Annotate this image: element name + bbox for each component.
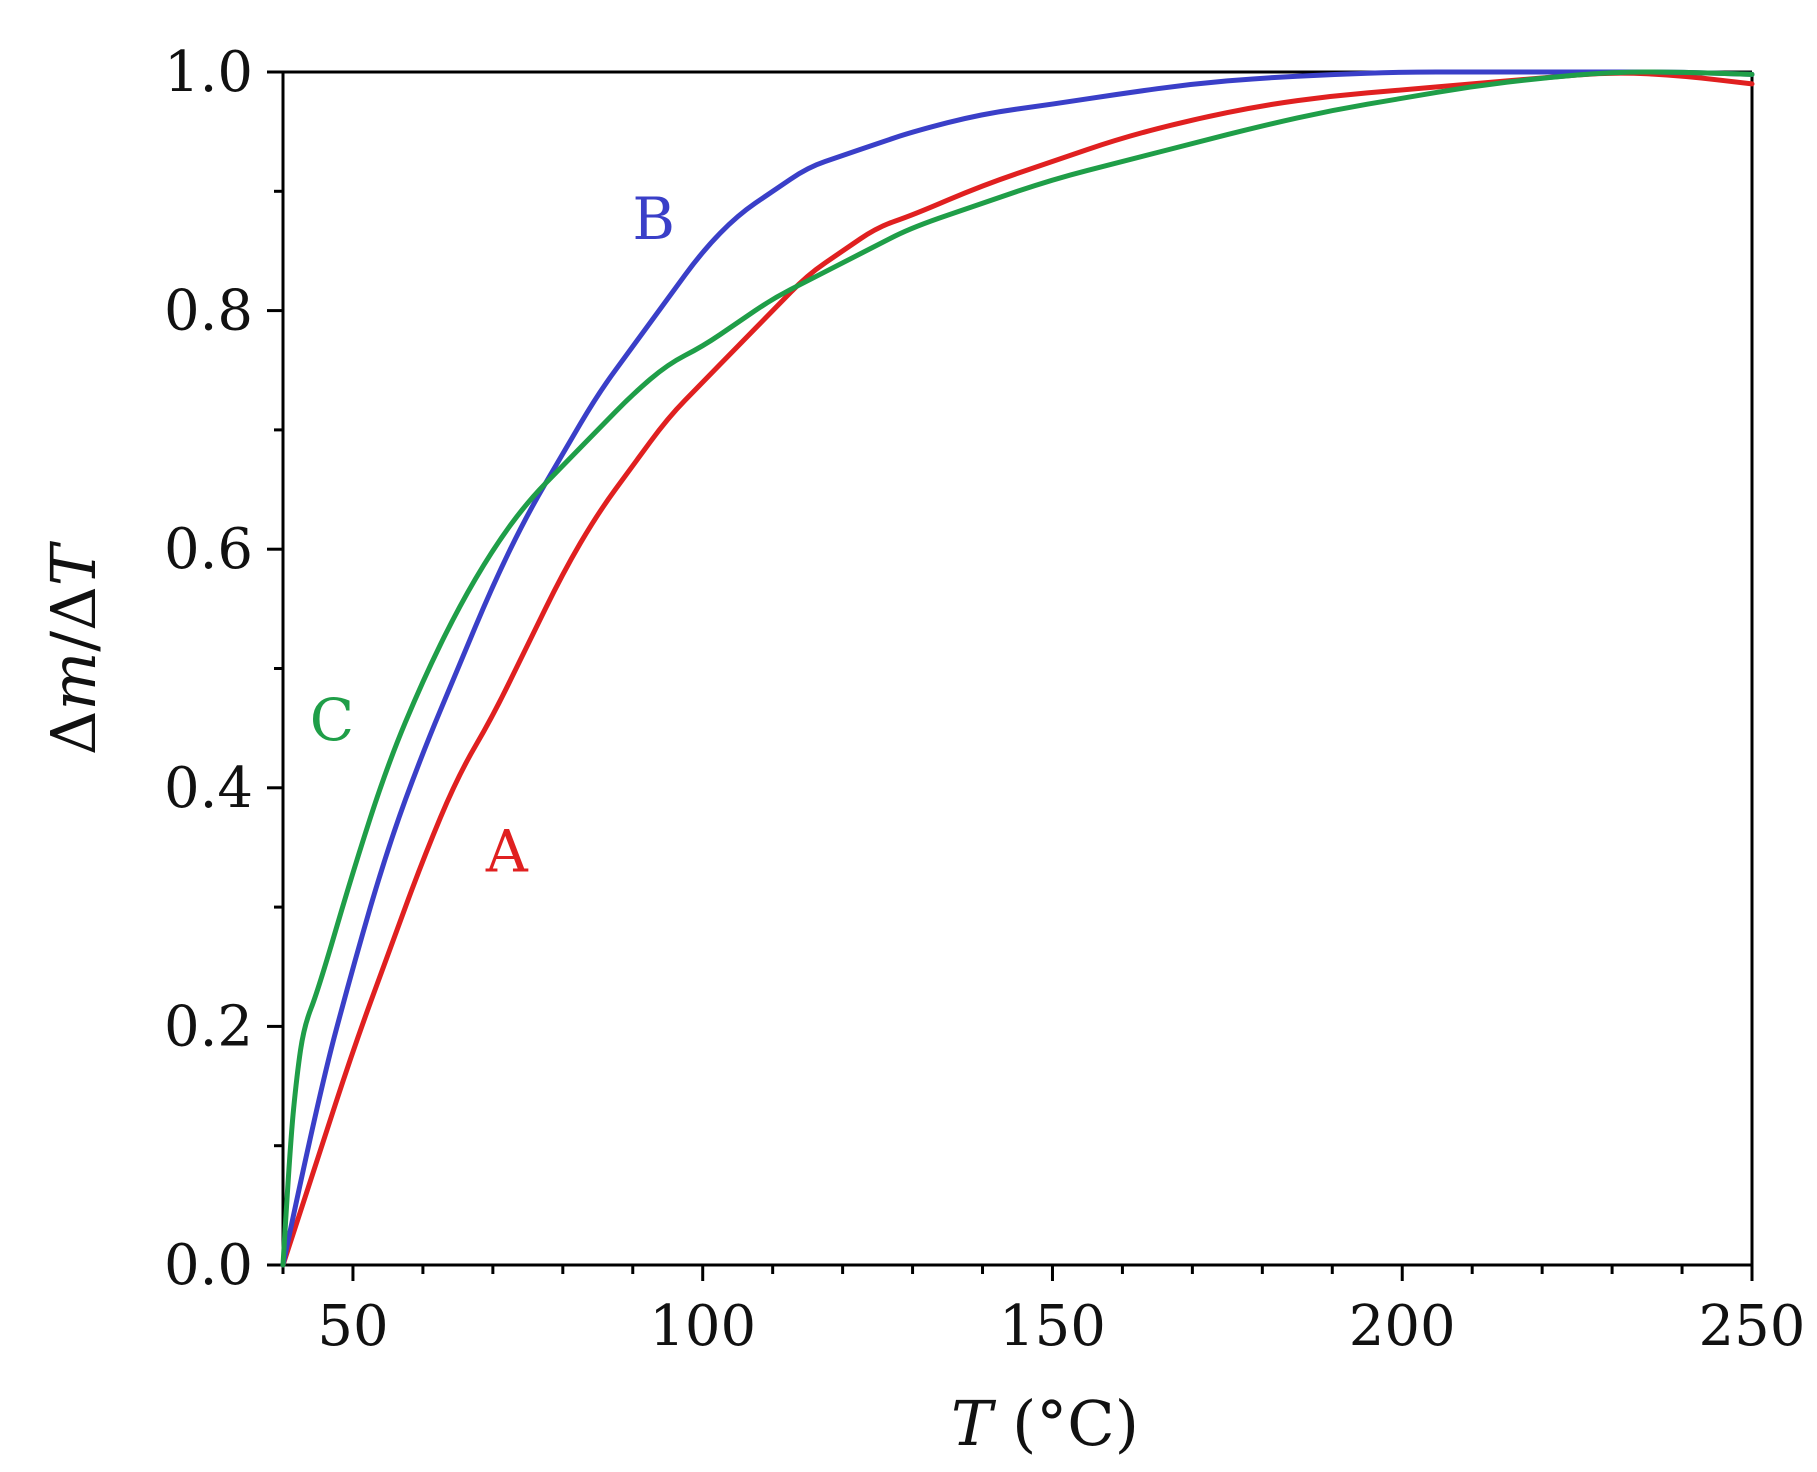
- x-tick-label: 150: [999, 1294, 1106, 1359]
- y-axis-part-3: /Δ: [37, 586, 110, 652]
- y-tick-label: 0.0: [164, 1233, 253, 1298]
- y-axis-title: Δm/ΔT: [37, 540, 110, 755]
- series-line-C: [280, 69, 1755, 1268]
- x-tick-label: 250: [1699, 1294, 1806, 1359]
- series-line-B: [280, 69, 1755, 1268]
- x-axis-var: T: [951, 1387, 997, 1460]
- y-axis-part-2: m: [37, 652, 110, 711]
- y-tick-label: 1.0: [164, 40, 253, 105]
- x-tick-label: 200: [1349, 1294, 1456, 1359]
- plot-series: [280, 69, 1755, 1268]
- y-tick-label: 0.8: [164, 279, 253, 344]
- series-label-C: C: [310, 686, 354, 754]
- series-line-A: [280, 70, 1755, 1268]
- x-tick-label: 100: [649, 1294, 756, 1359]
- series-label-B: B: [632, 185, 675, 253]
- x-axis-title: T (°C): [951, 1387, 1139, 1460]
- axes: 50 100 150 200 250 0.0 0.2 0.4 0.6 0.8 1.0: [164, 40, 1806, 1359]
- x-axis-unit: (°C): [992, 1387, 1139, 1460]
- y-tick-label: 0.4: [164, 756, 253, 821]
- y-axis-part-4: T: [37, 540, 110, 586]
- y-tick-label: 0.2: [164, 994, 253, 1059]
- y-axis-part-1: Δ: [37, 711, 110, 756]
- x-tick-label: 50: [317, 1294, 388, 1359]
- series-labels: A B C: [310, 185, 675, 885]
- series-label-A: A: [485, 817, 529, 885]
- y-tick-label: 0.6: [164, 517, 253, 582]
